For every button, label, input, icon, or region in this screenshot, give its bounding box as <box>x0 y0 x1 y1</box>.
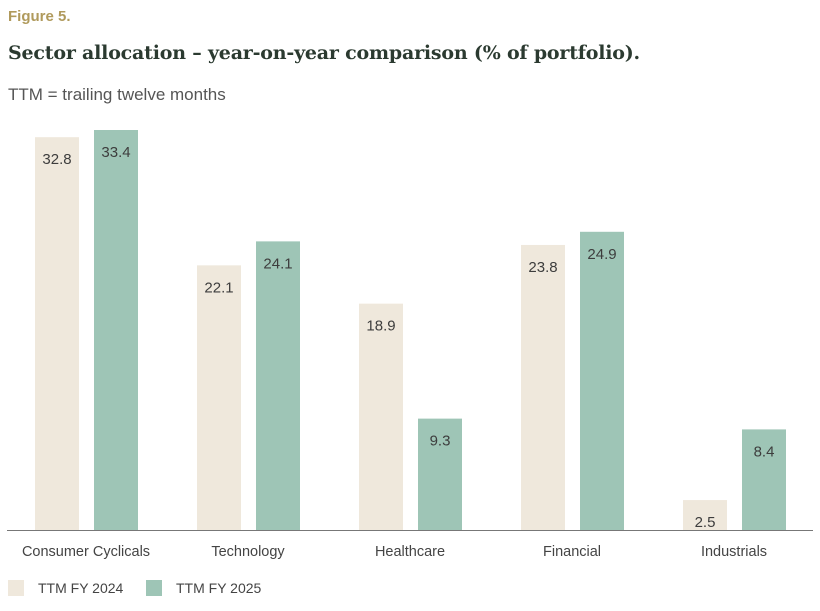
chart-title: Sector allocation – year-on-year compari… <box>8 42 640 64</box>
bar-technology-0 <box>197 265 241 530</box>
data-label: 8.4 <box>754 443 775 460</box>
data-label: 24.1 <box>263 255 292 272</box>
legend-swatch <box>8 580 24 596</box>
bar-healthcare-0 <box>359 303 403 530</box>
category-label: Healthcare <box>375 544 445 560</box>
chart-subtitle: TTM = trailing twelve months <box>8 85 226 104</box>
bar-healthcare-1 <box>418 418 462 530</box>
data-label: 32.8 <box>42 151 71 168</box>
legend-label: TTM FY 2025 <box>176 580 262 596</box>
figure-label: Figure 5. <box>8 8 71 25</box>
data-label: 24.9 <box>587 246 616 263</box>
category-label: Industrials <box>701 544 767 560</box>
bar-financial-1 <box>580 231 624 531</box>
legend-item-2025: TTM FY 2025 <box>146 580 261 596</box>
bar-financial-0 <box>521 244 565 530</box>
data-label: 23.8 <box>528 259 557 276</box>
data-label: 33.4 <box>101 144 130 161</box>
bar-industrials-1 <box>742 429 786 530</box>
legend-label: TTM FY 2024 <box>38 580 124 596</box>
data-label: 18.9 <box>366 318 395 335</box>
data-label: 2.5 <box>695 514 716 531</box>
data-label: 22.1 <box>204 279 233 296</box>
bar-industrials-0 <box>683 500 727 530</box>
category-label: Technology <box>211 544 285 560</box>
bar-consumer-cyclicals-0 <box>35 137 79 531</box>
bar-consumer-cyclicals-1 <box>94 130 138 530</box>
legend-swatch <box>146 580 162 596</box>
bar-technology-1 <box>256 241 300 530</box>
data-label: 9.3 <box>430 433 451 450</box>
category-label: Financial <box>543 544 601 560</box>
legend-item-2024: TTM FY 2024 <box>8 580 123 596</box>
category-label: Consumer Cyclicals <box>22 544 150 560</box>
